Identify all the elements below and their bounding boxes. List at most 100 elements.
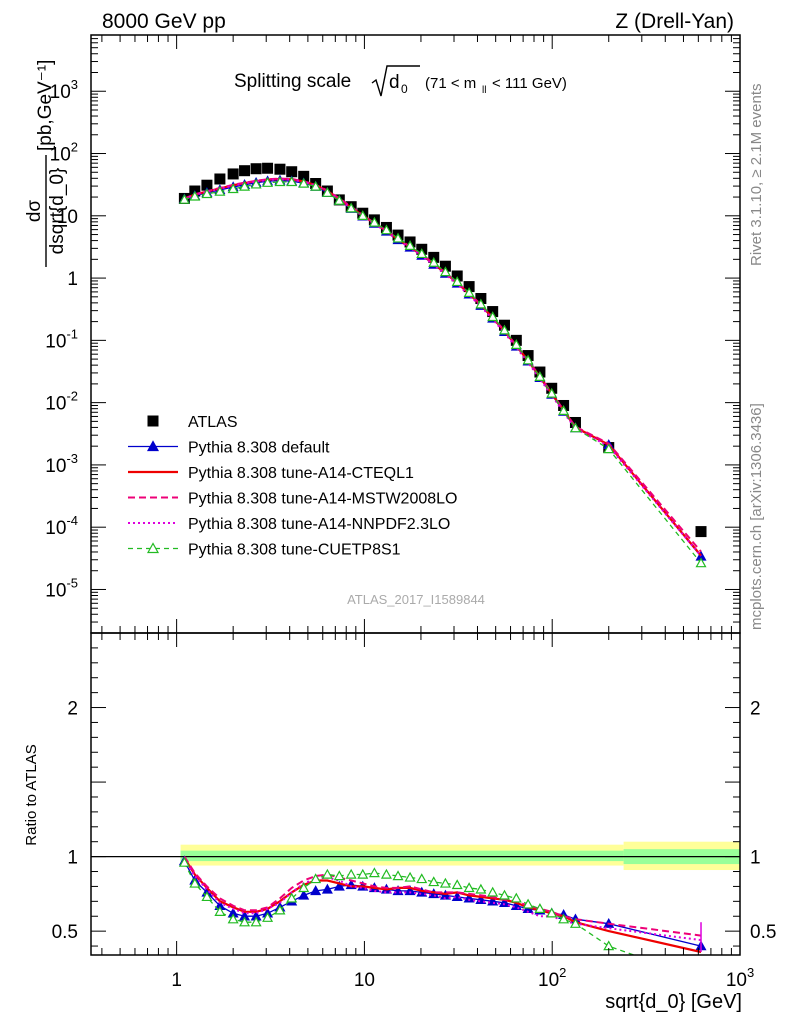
ratio-point [498, 897, 511, 908]
ratio-panel: 0.5 0.5 1 1 2 2 1 10 102 103 Ratio to ATLAS sqrt… [23, 632, 776, 1013]
ratio-ytick-label: 1 [67, 848, 78, 869]
atlas-point [239, 165, 251, 177]
legend-entry: Pythia 8.308 default [128, 440, 330, 457]
mc-point [498, 324, 511, 335]
ratio-line [183, 857, 702, 954]
atlas-point [475, 292, 487, 304]
main-series-3 [184, 177, 702, 553]
ratio-point [510, 892, 522, 903]
ratio-point [439, 877, 451, 888]
atlas-point [695, 526, 707, 538]
ratio-ylabel: Ratio to ATLAS [23, 744, 40, 845]
ratio-point [404, 885, 416, 896]
ratio-ytick-label-right: 0.5 [750, 922, 776, 943]
atlas-point [250, 163, 262, 175]
title-extra: (71 < m [425, 75, 476, 92]
ratio-point [463, 892, 475, 903]
ratio-point [368, 867, 380, 878]
uncertainty-bands [180, 841, 740, 871]
atlas-point [451, 270, 463, 282]
main-title: Splitting scale [234, 71, 351, 92]
mc-point [321, 186, 333, 197]
ratio-point [321, 868, 333, 879]
ratio-point [310, 885, 322, 896]
legend-entry: Pythia 8.308 tune-A14-MSTW2008LO [128, 491, 457, 508]
mc-point [558, 405, 570, 415]
sqrt-sign [371, 65, 420, 97]
ratio-point [357, 868, 369, 879]
main-ytick-label: 10 [57, 207, 78, 228]
legend-entry: Pythia 8.308 tune-A14-CTEQL1 [128, 465, 414, 482]
mc-point [345, 202, 357, 213]
ratio-point [451, 879, 463, 890]
mc-point [569, 422, 581, 433]
watermark: ATLAS_2017_I1589844 [347, 592, 485, 607]
legend-marker [146, 440, 160, 452]
xtick-label: 103 [726, 965, 754, 991]
legend-marker [147, 415, 159, 427]
ratio-series-1 [183, 857, 702, 954]
atlas-point [201, 179, 213, 191]
ratio-point [546, 907, 558, 918]
main-ytick-labels: 10-5 10-4 10-3 10-2 10-1 1 10 102 103 [45, 77, 78, 601]
ratio-point [239, 916, 251, 927]
mc-point [380, 224, 392, 235]
mc-point [357, 210, 369, 220]
ratio-point [310, 873, 322, 884]
ratio-point [487, 886, 499, 897]
legend-label: Pythia 8.308 tune-A14-NNPDF2.3LO [188, 516, 450, 533]
mc-point [298, 177, 310, 188]
mc-point [333, 194, 345, 205]
main-series [178, 162, 707, 568]
main-ytick-label: 10-2 [45, 389, 78, 415]
main-ytick-label: 1 [67, 269, 78, 290]
ratio-point [558, 913, 570, 924]
main-ytick-label: 102 [50, 140, 78, 166]
mc-point [603, 443, 615, 454]
ratio-ytick-label: 0.5 [52, 922, 78, 943]
legend-label: Pythia 8.308 tune-A14-MSTW2008LO [188, 491, 457, 508]
mc-point [310, 180, 322, 191]
ratio-ytick-label-right: 1 [750, 848, 761, 869]
main-ylabel: dσ dsqrt{d_0} [pb,GeV⁻¹] [24, 60, 68, 267]
main-line [184, 178, 702, 557]
mc-point [546, 387, 558, 398]
main-ytick-label: 10-1 [45, 326, 78, 352]
header-right: Z (Drell-Yan) [615, 10, 734, 33]
legend-entry: Pythia 8.308 tune-A14-NNPDF2.3LO [128, 516, 450, 533]
legend-label: Pythia 8.308 tune-CUETP8S1 [188, 542, 401, 559]
xtick-label: 102 [538, 965, 566, 991]
ylabel-units: [pb,GeV⁻¹] [35, 60, 56, 151]
ratio-point [250, 916, 262, 927]
ratio-point [475, 883, 487, 894]
ratio-ytick-label-right: 2 [750, 699, 761, 720]
ratio-series-4 [178, 856, 636, 955]
ratio-point [463, 882, 475, 893]
ratio-series-2 [183, 856, 702, 937]
ratio-point [345, 868, 357, 879]
mcplots-label: mcplots.cern.ch [arXiv:1306.3436] [748, 403, 765, 630]
mc-point [189, 190, 201, 201]
legend-label: ATLAS [188, 414, 238, 431]
ratio-point [428, 876, 440, 887]
ratio-line [183, 862, 636, 955]
ratio-frame [90, 632, 741, 956]
main-ytick-label: 103 [50, 77, 78, 103]
mc-point [201, 188, 213, 199]
ratio-point [298, 882, 310, 893]
ratio-point [178, 856, 190, 867]
ratio-point [380, 868, 392, 879]
mc-point [286, 176, 298, 187]
legend-entry: ATLAS [147, 414, 238, 431]
mc-point [416, 248, 428, 259]
legend: ATLAS Pythia 8.308 default Pythia 8.308 tu… [128, 414, 457, 559]
ratio-point [333, 880, 345, 891]
ratio-point [522, 898, 534, 909]
header-left: 8000 GeV pp [102, 10, 226, 33]
main-line [184, 177, 702, 553]
ratio-point [498, 889, 511, 900]
mc-point [510, 339, 522, 349]
xtick-label: 10 [354, 970, 375, 991]
mc-point [475, 298, 487, 309]
